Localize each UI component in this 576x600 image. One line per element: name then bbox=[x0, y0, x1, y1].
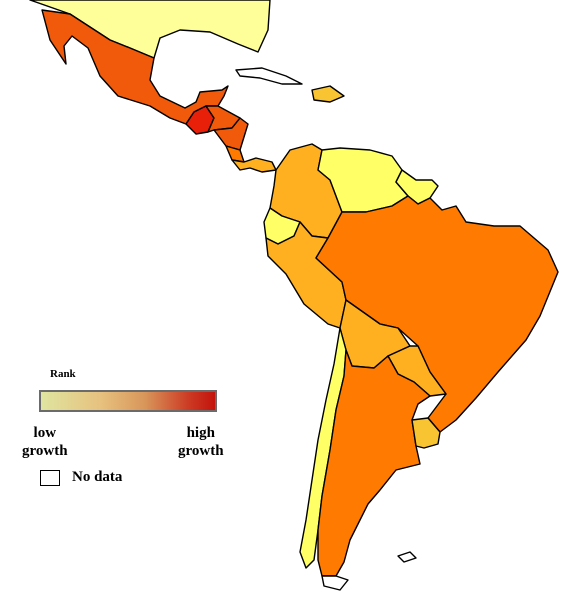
legend-high-label: high growth bbox=[178, 424, 224, 460]
island-falklands bbox=[397, 551, 417, 563]
legend-nodata-swatch bbox=[40, 470, 60, 486]
island-tierra-del-fuego bbox=[321, 575, 349, 591]
region-dominican-republic[interactable] bbox=[311, 85, 345, 103]
region-uruguay[interactable] bbox=[411, 417, 441, 449]
legend-low-label-line2: growth bbox=[22, 443, 68, 459]
legend-title: Rank bbox=[50, 368, 76, 380]
legend-nodata-label: No data bbox=[72, 469, 123, 485]
legend-low-label: low growth bbox=[22, 424, 68, 460]
island-cuba bbox=[235, 67, 303, 85]
region-argentina[interactable] bbox=[317, 349, 431, 577]
region-costa-rica[interactable] bbox=[225, 145, 245, 163]
legend-gradient-bar bbox=[39, 390, 217, 412]
legend-high-label-line1: high bbox=[186, 425, 215, 441]
legend-high-label-line2: growth bbox=[178, 443, 224, 459]
legend-low-label-line1: low bbox=[33, 425, 57, 441]
